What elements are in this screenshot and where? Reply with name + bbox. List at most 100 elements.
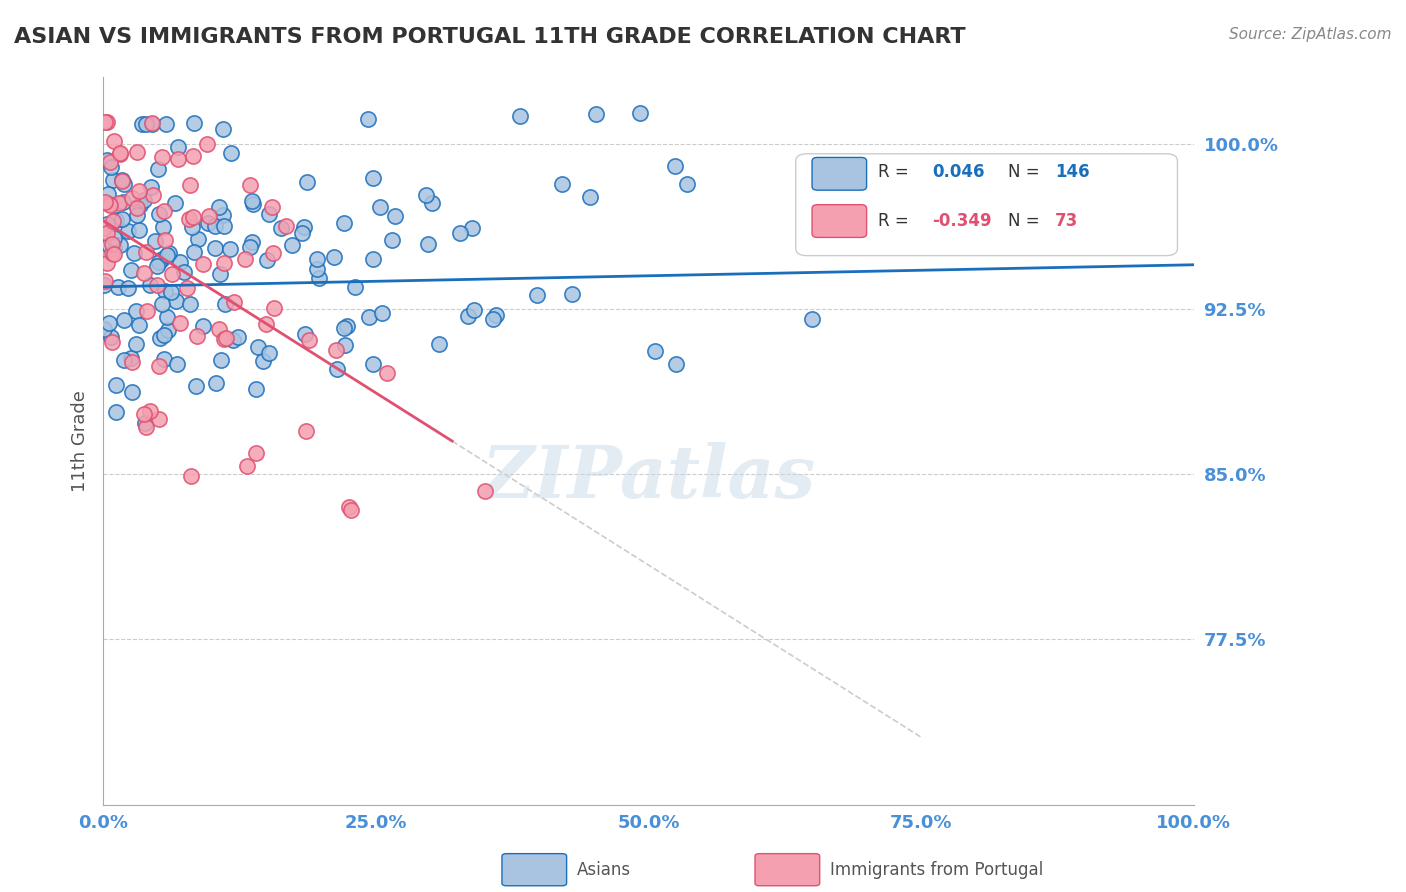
Point (125, 208, 148, 222)
Point (463, 303, 485, 318)
Point (97, 238, 120, 252)
Point (222, 295, 245, 310)
Point (145, 277, 167, 292)
Point (214, 297, 236, 311)
Point (111, 173, 134, 187)
Point (125, 200, 148, 214)
Point (141, 117, 163, 131)
Point (166, 140, 188, 154)
Point (101, 237, 124, 252)
Point (101, 173, 124, 187)
Point (214, 256, 236, 270)
Point (187, 232, 209, 246)
Point (135, 117, 157, 131)
Point (191, 319, 214, 334)
Point (307, 252, 329, 266)
Text: N =: N = (1008, 212, 1045, 230)
Text: ASIAN VS IMMIGRANTS FROM PORTUGAL 11TH GRADE CORRELATION CHART: ASIAN VS IMMIGRANTS FROM PORTUGAL 11TH G… (14, 27, 966, 46)
Point (143, 234, 166, 248)
Point (101, 214, 124, 228)
Point (211, 122, 233, 136)
Point (153, 351, 176, 366)
Point (322, 250, 344, 264)
Point (156, 248, 179, 262)
Point (239, 178, 262, 193)
Point (112, 177, 135, 191)
Point (357, 112, 380, 126)
Point (305, 262, 328, 277)
Point (96, 226, 118, 240)
Point (112, 353, 135, 368)
Point (139, 278, 162, 293)
Point (125, 304, 148, 318)
Point (169, 254, 191, 268)
Point (148, 411, 170, 425)
Point (326, 362, 349, 376)
Point (103, 241, 125, 255)
Point (103, 231, 125, 245)
Point (180, 220, 202, 235)
Point (93, 220, 115, 235)
Point (644, 344, 666, 359)
Point (135, 244, 157, 259)
Point (94, 114, 117, 128)
Point (94, 195, 117, 210)
Point (270, 220, 292, 235)
Point (101, 334, 124, 349)
Point (153, 328, 176, 343)
Point (165, 293, 187, 308)
Point (120, 351, 142, 365)
Point (239, 240, 262, 254)
Point (98, 198, 121, 212)
Point (186, 329, 208, 343)
Point (183, 116, 205, 130)
FancyBboxPatch shape (813, 157, 866, 190)
Point (675, 178, 697, 192)
Point (107, 195, 129, 210)
Point (166, 357, 188, 371)
Point (132, 407, 155, 421)
Point (219, 242, 242, 256)
Point (148, 254, 170, 268)
Point (121, 355, 143, 369)
Point (585, 107, 607, 121)
Point (578, 190, 600, 204)
Point (108, 145, 131, 160)
Point (263, 301, 285, 316)
Point (125, 145, 148, 159)
Point (297, 175, 319, 189)
Point (183, 244, 205, 259)
Point (294, 326, 316, 341)
Point (240, 194, 263, 209)
Text: N =: N = (1008, 163, 1045, 181)
Point (177, 212, 200, 227)
Point (108, 237, 131, 252)
Point (128, 223, 150, 237)
Point (665, 357, 688, 371)
Y-axis label: 11th Grade: 11th Grade (72, 390, 89, 492)
Point (291, 226, 314, 240)
Point (427, 337, 450, 351)
Point (204, 376, 226, 390)
Point (184, 378, 207, 392)
Point (136, 303, 159, 318)
Point (98, 155, 121, 169)
Point (262, 245, 284, 260)
Point (193, 257, 215, 271)
Point (122, 246, 145, 260)
Text: 146: 146 (1056, 163, 1090, 181)
Point (150, 297, 173, 311)
Point (333, 216, 356, 230)
Point (242, 196, 264, 211)
Point (242, 235, 264, 249)
Point (135, 420, 157, 434)
Point (197, 216, 219, 230)
Point (198, 209, 221, 223)
Point (108, 146, 131, 161)
Point (212, 208, 235, 222)
Point (628, 106, 651, 120)
Point (363, 357, 385, 371)
Point (551, 177, 574, 191)
Point (208, 200, 231, 214)
Point (96, 256, 118, 270)
